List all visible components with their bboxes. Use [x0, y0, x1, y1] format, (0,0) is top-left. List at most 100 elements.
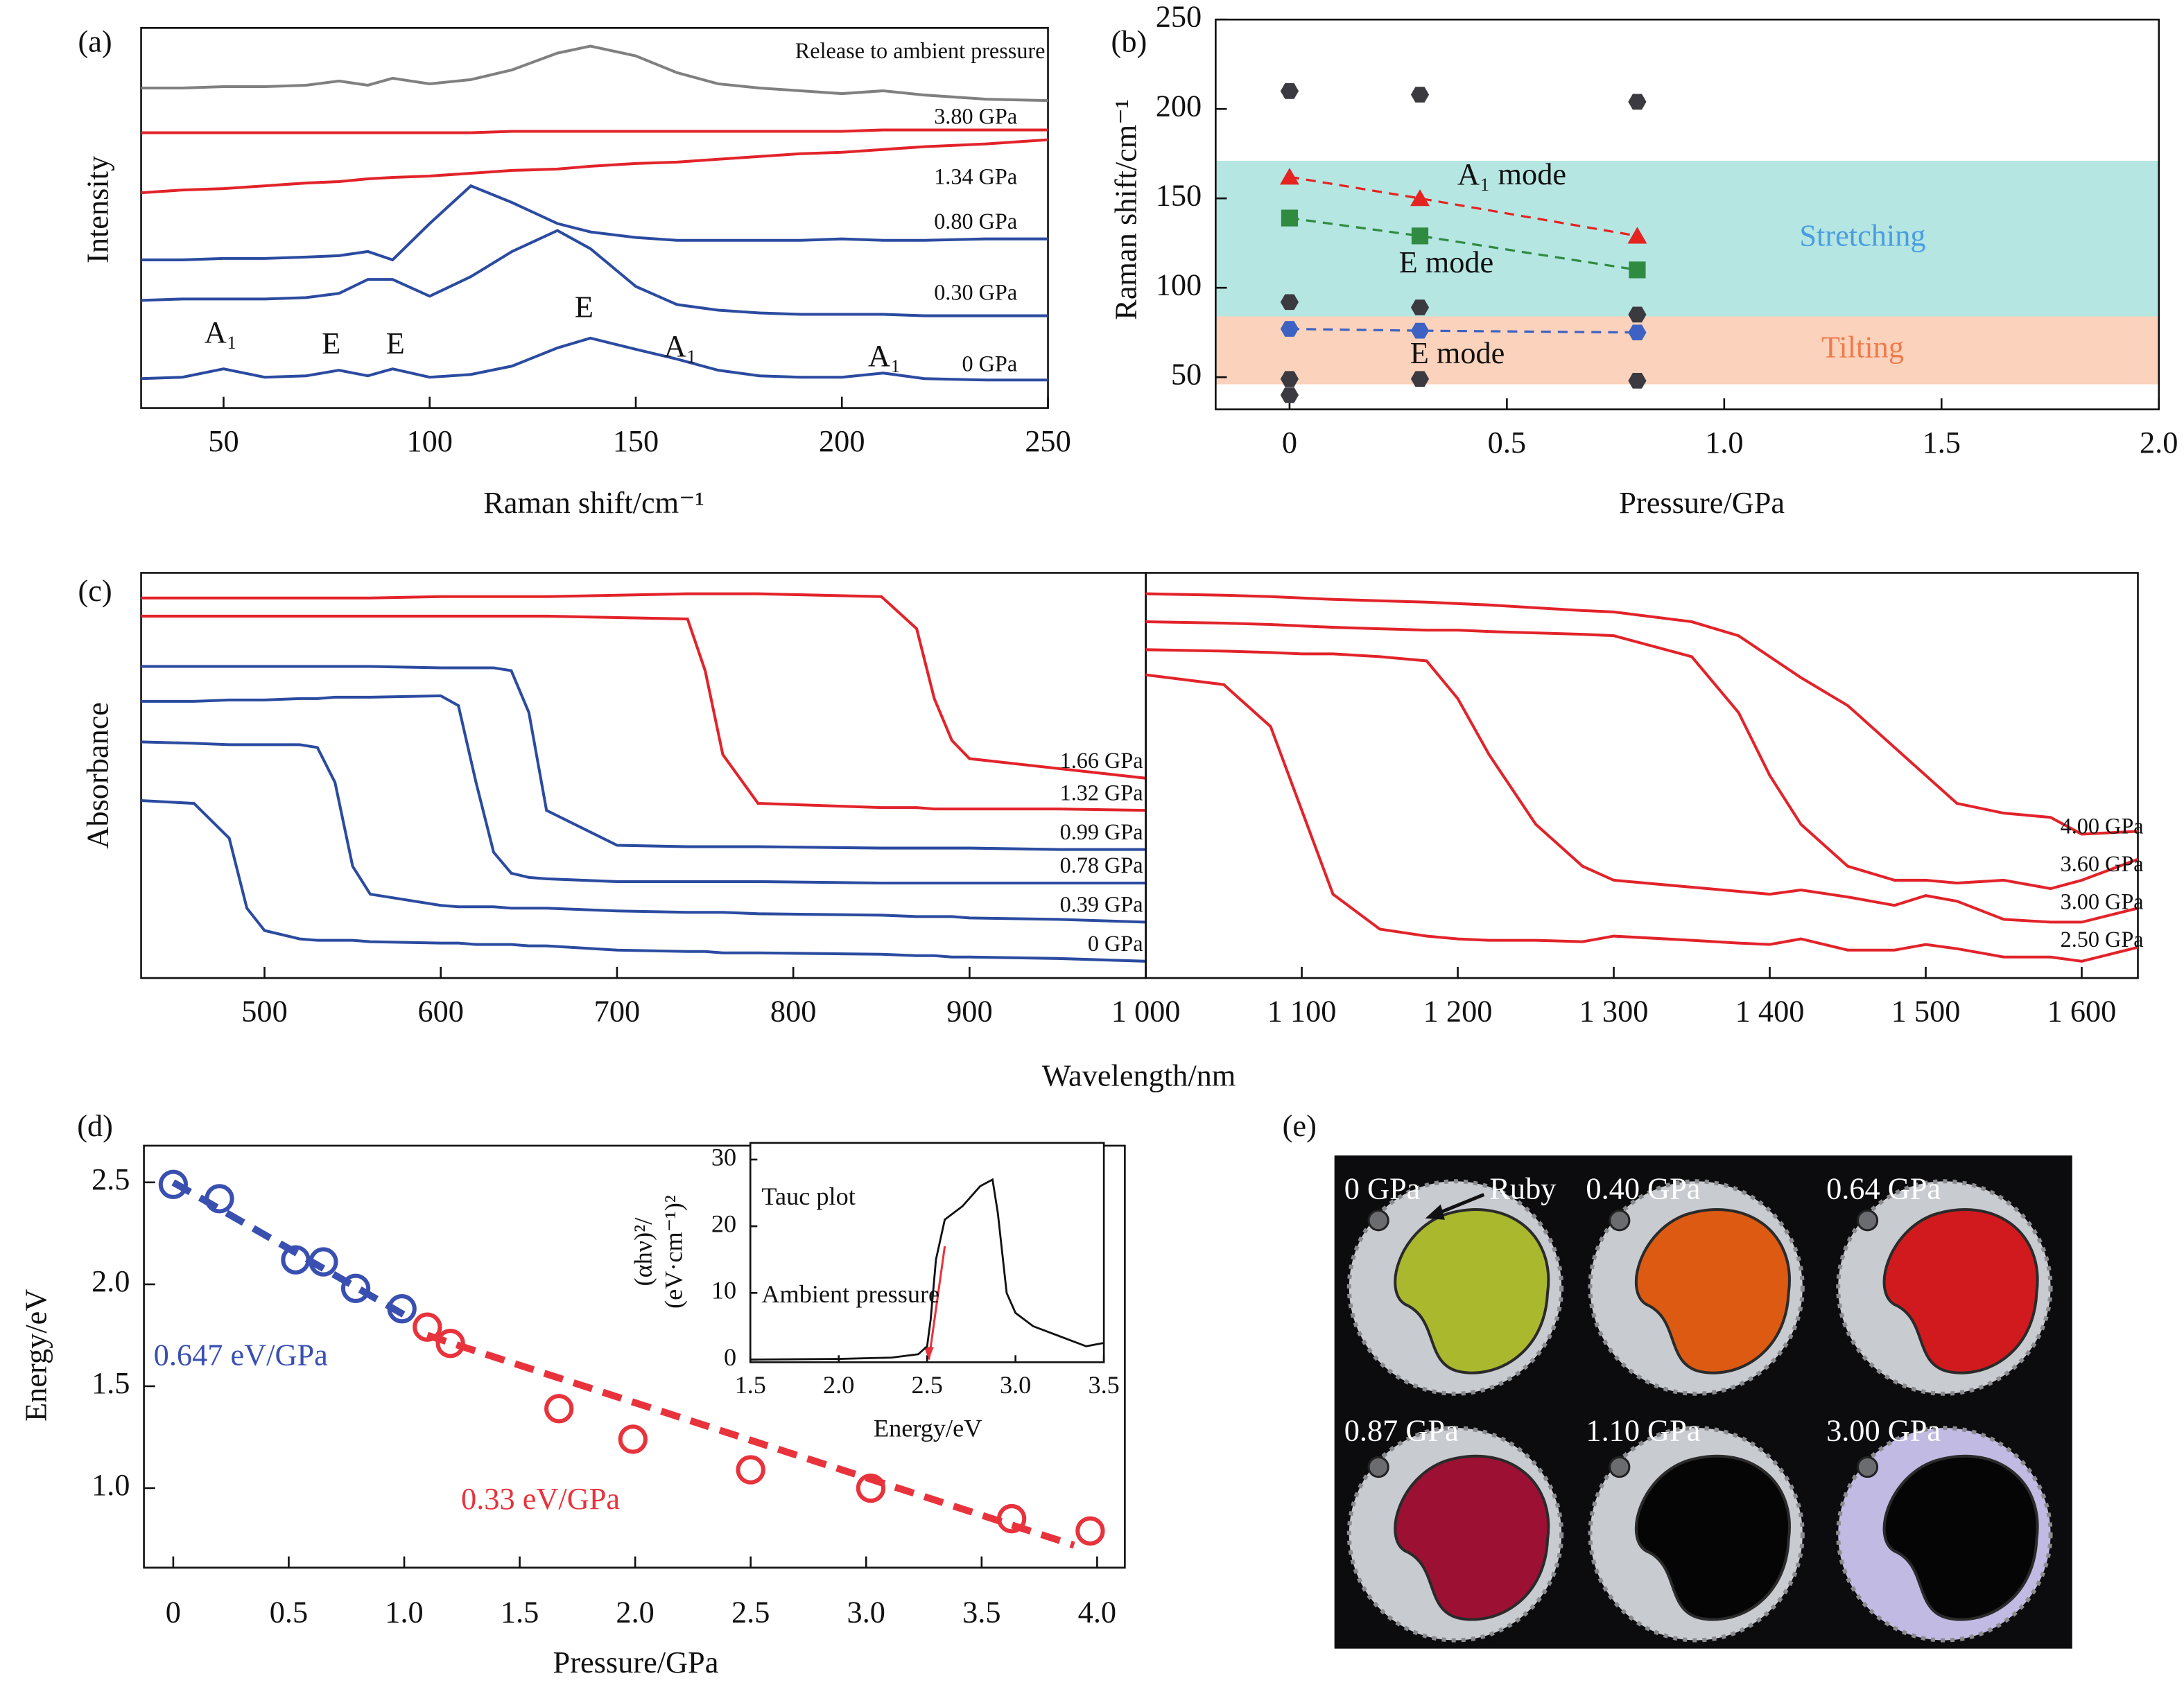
sample: [1634, 1208, 1791, 1374]
x-tick-label: 1 100: [1267, 994, 1337, 1029]
peak-label: A₁: [868, 338, 901, 373]
region-label: Tilting: [1821, 330, 1904, 365]
y-axis-label: (eV·cm⁻¹)²: [660, 1195, 688, 1309]
slope-label: 0.647 eV/GPa: [154, 1337, 328, 1372]
series-label: 0 GPa: [962, 351, 1017, 376]
data-point: [1075, 1516, 1105, 1546]
ruby-chip: [1856, 1210, 1879, 1232]
peak-label: E: [575, 290, 593, 324]
series-line: [1145, 648, 2138, 924]
y-tick-label: 0: [724, 1343, 736, 1371]
data-point: [856, 1473, 886, 1503]
series-label: 4.00 GPa: [2061, 814, 2144, 839]
y-tick-label: 1.5: [92, 1365, 130, 1400]
data-point: [1627, 227, 1647, 244]
data-point: [1280, 294, 1299, 311]
ruby-arrow: [1438, 1193, 1485, 1215]
region-band: [1215, 316, 2159, 385]
x-tick-label: 3.5: [1088, 1371, 1119, 1399]
data-point: [1280, 321, 1299, 337]
data-point: [1280, 387, 1299, 403]
x-tick-label: 2.0: [2140, 425, 2178, 460]
x-tick-label: 3.0: [1000, 1371, 1031, 1399]
data-point: [1410, 87, 1430, 103]
slope-label: 0.33 eV/GPa: [461, 1481, 620, 1516]
plot-frame: [1215, 18, 2160, 410]
y-axis-label: Intensity: [80, 156, 114, 263]
gasket-edge: [1836, 1426, 2053, 1643]
panel-label: (a): [78, 24, 112, 59]
x-tick-label: 2.0: [616, 1594, 654, 1629]
series-label: E mode: [1399, 245, 1494, 279]
x-axis-label: Pressure/GPa: [553, 1645, 719, 1679]
data-point: [736, 1455, 765, 1485]
y-tick-label: 10: [711, 1277, 736, 1304]
series-line: [1145, 673, 2138, 963]
x-tick-label: 1 200: [1423, 994, 1493, 1029]
x-tick-label: 3.0: [847, 1594, 885, 1629]
series-label: 0 GPa: [1088, 931, 1143, 956]
series-line: [141, 138, 1048, 195]
x-tick-label: 200: [819, 424, 865, 458]
x-tick-label: 800: [770, 994, 816, 1029]
series-line: [750, 1178, 1104, 1361]
annotation: Ambient pressure: [761, 1280, 939, 1308]
gasket-edge: [1346, 1426, 1564, 1643]
y-tick-label: 2.5: [92, 1162, 130, 1196]
x-tick-label: 1.0: [385, 1594, 423, 1629]
y-tick-label: 1.0: [92, 1467, 130, 1502]
x-tick-label: 4.0: [1078, 1594, 1116, 1629]
series-line: [141, 128, 1048, 134]
series-label: 0.99 GPa: [1060, 819, 1143, 844]
y-axis-label: Absorbance: [80, 702, 114, 849]
data-point: [340, 1273, 371, 1303]
data-point: [1628, 94, 1647, 110]
x-tick-label: 100: [406, 424, 452, 458]
ruby-chip: [1609, 1456, 1631, 1478]
plot-frame: [140, 27, 1049, 409]
fit-line: [426, 1332, 1075, 1549]
ruby-label: Ruby: [1489, 1171, 1556, 1206]
x-tick-label: 50: [208, 424, 239, 458]
series-line: [141, 336, 1048, 382]
series-label: 1.34 GPa: [934, 164, 1017, 189]
data-point: [1628, 306, 1647, 323]
series-line: [141, 229, 1048, 317]
x-tick-label: 0: [166, 1594, 181, 1629]
sample: [1882, 1208, 2039, 1374]
panel-label: (e): [1283, 1108, 1317, 1143]
x-tick-label: 2.5: [912, 1371, 943, 1399]
data-point: [1280, 83, 1299, 99]
data-point: [1410, 189, 1430, 207]
ruby-arrowhead: [1425, 1204, 1445, 1220]
plot-frame: [1145, 572, 2139, 979]
x-tick-label: 150: [613, 424, 659, 458]
data-point: [158, 1169, 189, 1199]
y-tick-label: 2.0: [92, 1264, 130, 1298]
gasket-edge: [1588, 1179, 1805, 1396]
data-point: [1411, 227, 1429, 245]
peak-label: E: [386, 326, 405, 360]
data-point: [1410, 322, 1430, 339]
y-tick-label: 150: [1156, 177, 1202, 212]
peak-label: E: [322, 326, 340, 360]
data-point: [1410, 371, 1430, 387]
series-line: [141, 694, 1146, 884]
panel-label: (b): [1111, 24, 1147, 59]
inset-background: [750, 1142, 1104, 1363]
sample: [1394, 1208, 1550, 1374]
series-label: 3.60 GPa: [2061, 851, 2144, 876]
panel-label: (d): [77, 1108, 113, 1143]
series-label: 1.66 GPa: [1060, 748, 1143, 773]
ruby-chip: [1609, 1210, 1631, 1232]
sample: [1882, 1454, 2039, 1621]
data-point: [1281, 209, 1299, 227]
pressure-label: 0.64 GPa: [1826, 1171, 1941, 1206]
y-tick-label: 50: [1171, 356, 1202, 391]
x-tick-label: 700: [594, 994, 640, 1029]
peak-label: A₁: [664, 329, 697, 363]
data-point: [205, 1184, 234, 1214]
series-line: [141, 799, 1146, 963]
